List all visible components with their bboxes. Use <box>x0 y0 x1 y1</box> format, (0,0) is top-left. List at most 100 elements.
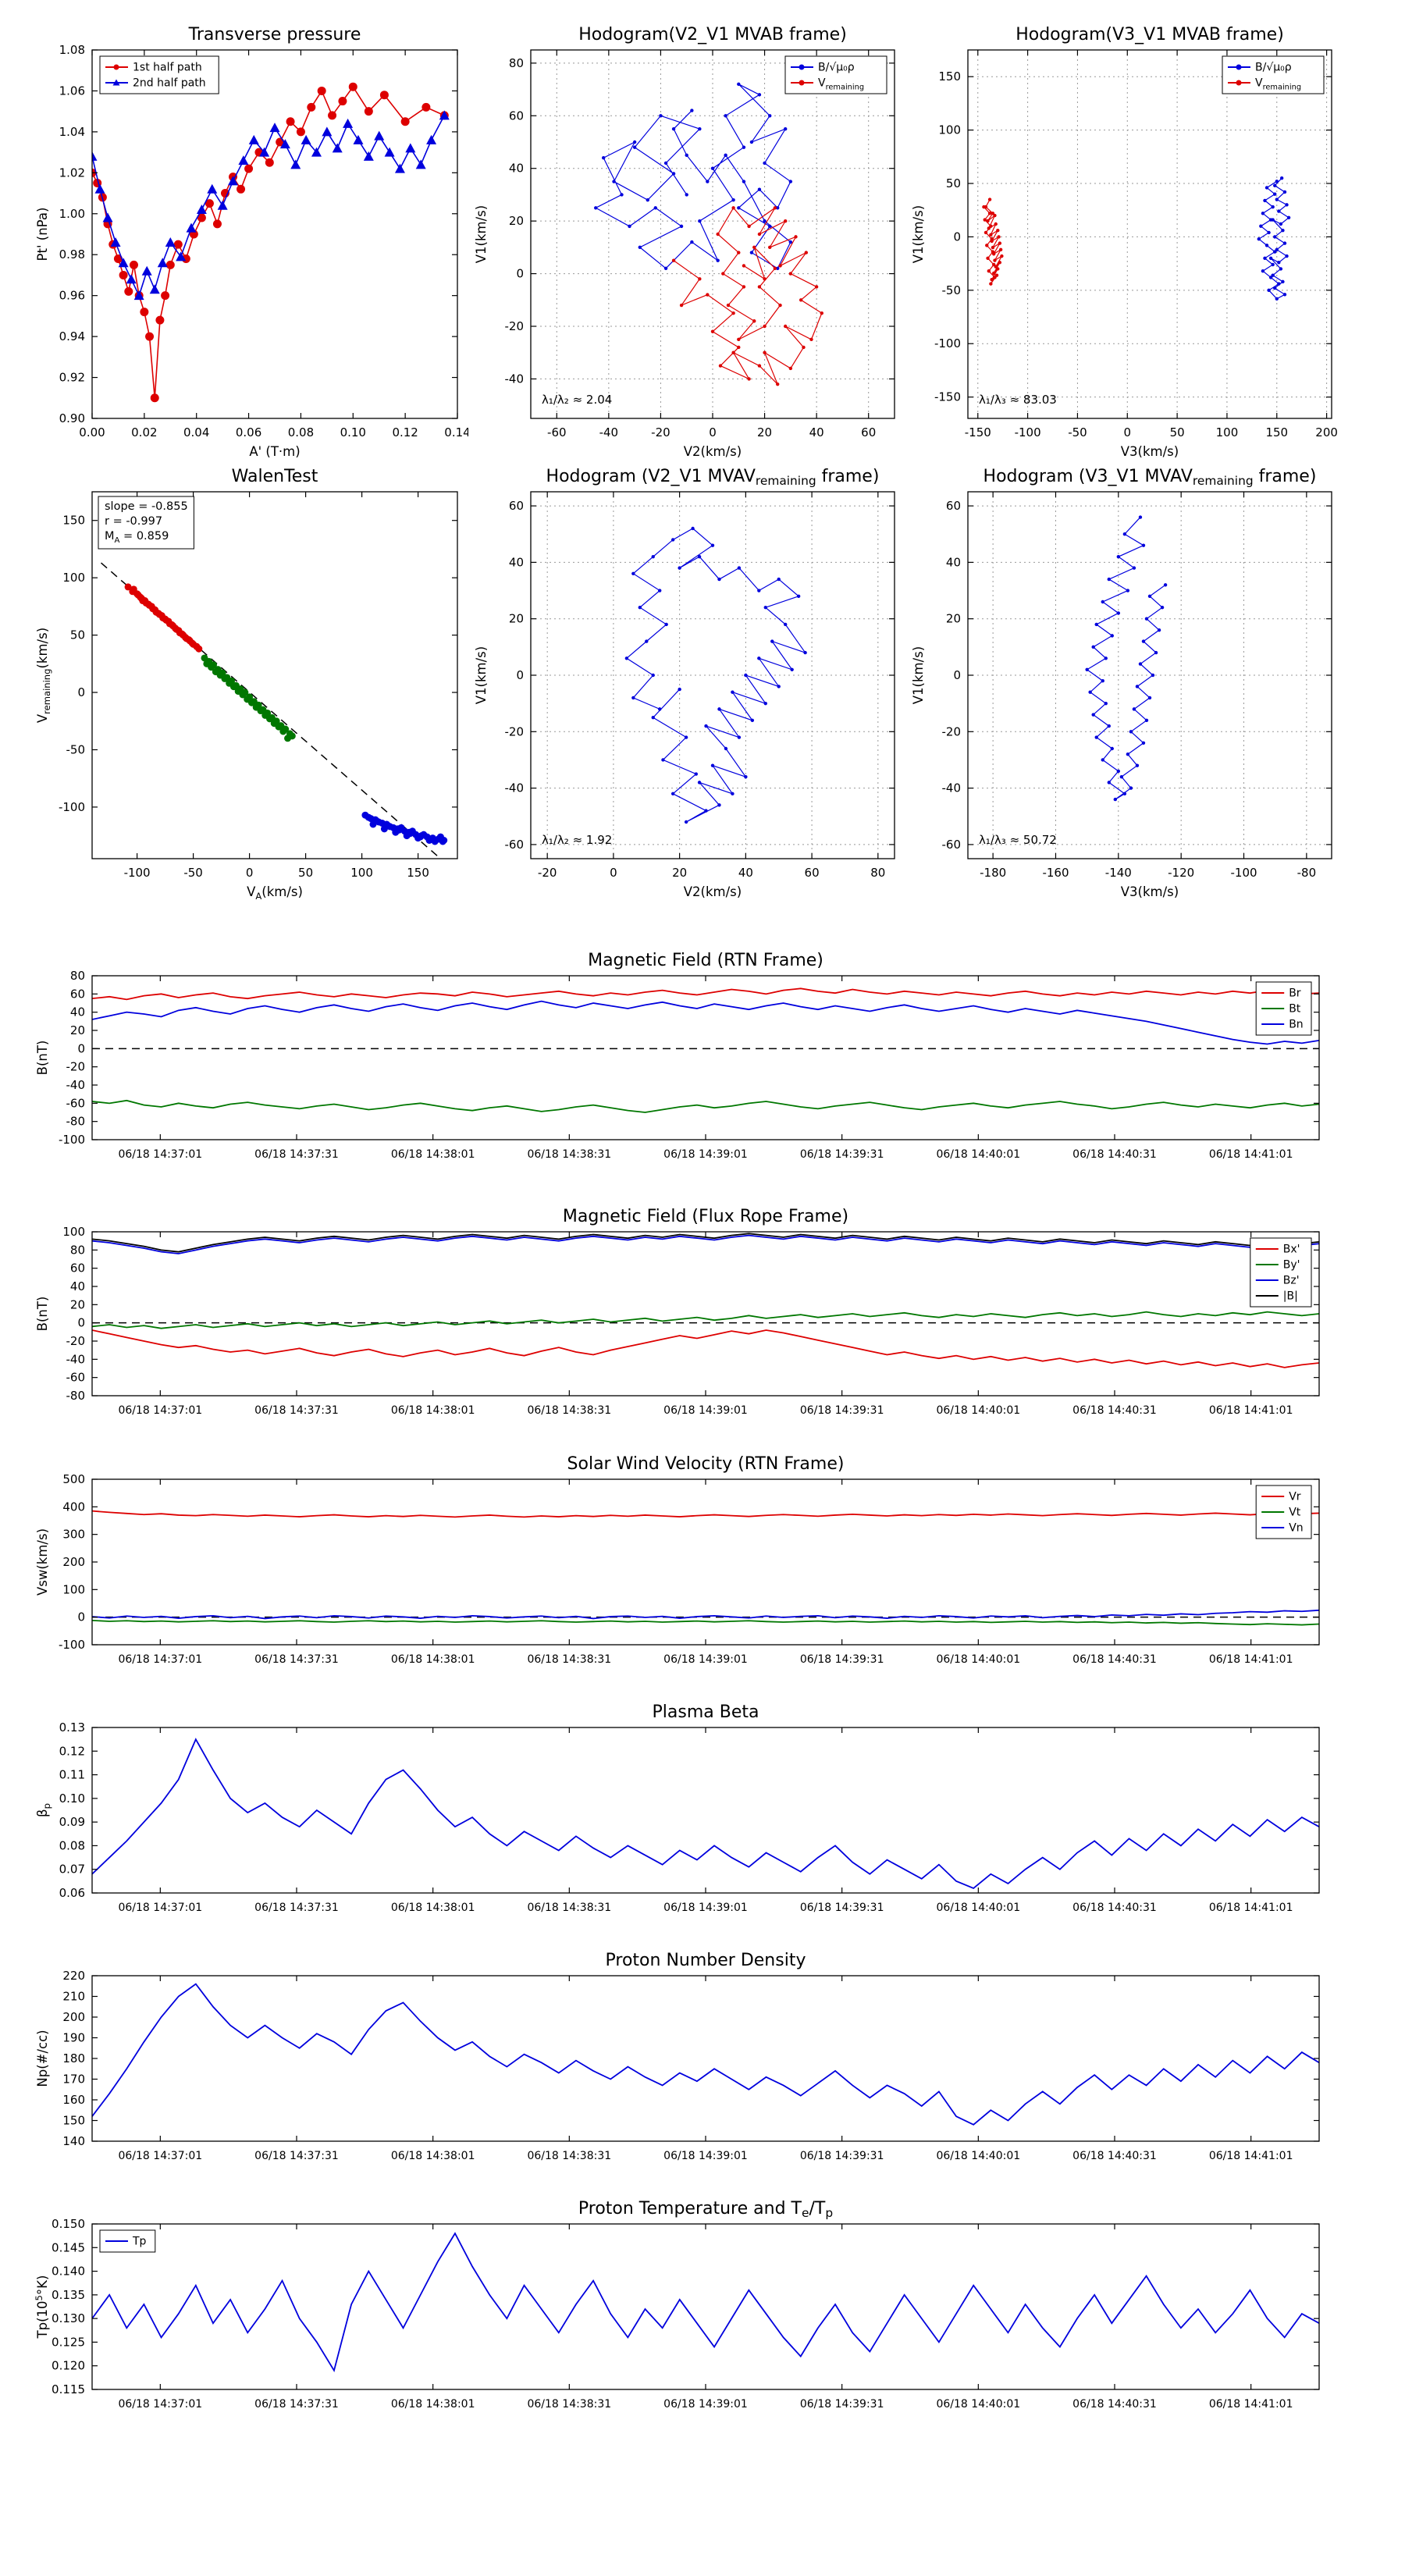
y-tick-labels: 140 150 160 170 180 190 200 210 220 <box>62 1969 85 2148</box>
chart-hodogram_v3v1_mvav: -180 -160 -140 -120 -100 -80 -60 -40 -20 0 20 40 60 H… <box>911 467 1332 899</box>
series-Tp <box>92 2232 1319 2373</box>
x-tick-label: 06/18 14:39:31 <box>800 1902 884 1914</box>
legend-label: Vr <box>1289 1491 1301 1503</box>
x-tick-label: -50 <box>1068 425 1087 439</box>
y-tick-label: 160 <box>62 2093 85 2107</box>
y-tick-label: 190 <box>62 2031 85 2045</box>
x-tick-label: 06/18 14:37:31 <box>254 1653 339 1666</box>
x-tick-label: 06/18 14:40:01 <box>936 1148 1020 1161</box>
y-tick-label: 0.125 <box>52 2335 85 2349</box>
x-tick-label: 06/18 14:40:31 <box>1072 1902 1157 1914</box>
y-tick-label: 60 <box>509 499 524 513</box>
panel-magnetic-field-rtn: 06/18 14:37:01 06/18 14:37:31 06/18 14:38:… <box>14 940 1330 1190</box>
chart-proton_density: 06/18 14:37:01 06/18 14:37:31 06/18 14:38:… <box>35 1951 1320 2162</box>
x-tick-label: 06/18 14:40:01 <box>936 2150 1020 2162</box>
x-tick-label: 06/18 14:40:31 <box>1072 1653 1157 1666</box>
chart-hodogram_v2v1_mvav: -20 0 20 40 60 80 -60 -40 -20 0 20 40 60 Hodogram (V2… <box>474 467 895 899</box>
x-tick-label: 150 <box>1265 425 1288 439</box>
stats-line: slope = -0.855 <box>105 500 188 513</box>
x-tick-label: 80 <box>870 866 885 880</box>
x-tick-labels: 06/18 14:37:01 06/18 14:37:31 06/18 14:38:… <box>118 1148 1293 1161</box>
y-axis-label: B(nT) <box>35 1297 50 1332</box>
y-tick-label: -40 <box>505 372 525 386</box>
y-tick-label: -80 <box>66 1389 86 1403</box>
x-tick-label: 06/18 14:39:01 <box>663 1404 748 1417</box>
x-tick-label: 06/18 14:39:31 <box>800 1148 884 1161</box>
y-tick-label: 40 <box>946 555 961 569</box>
x-tick-label: 06/18 14:40:01 <box>936 2398 1020 2411</box>
plot-area <box>92 1976 1319 2141</box>
x-tick-label: -20 <box>538 866 557 880</box>
y-tick-label: 150 <box>938 69 961 84</box>
legend-label: Vt <box>1289 1507 1301 1519</box>
series-Bn <box>92 1000 1319 1045</box>
chart-proton_temp: 06/18 14:37:01 06/18 14:37:31 06/18 14:38:… <box>34 2199 1320 2411</box>
x-tick-label: 0.02 <box>131 425 157 439</box>
axis-ticks <box>91 49 458 419</box>
annotation: λ₁/λ₃ ≈ 83.03 <box>979 393 1057 407</box>
panel-title: Hodogram (V2_V1 MVAVremaining frame) <box>546 467 880 488</box>
panel-title: Proton Number Density <box>606 1951 806 1970</box>
y-axis-label: Tp(105°K) <box>34 2275 50 2339</box>
y-tick-label: -60 <box>66 1096 86 1110</box>
stats-line: r = -0.997 <box>105 515 162 528</box>
annotation: λ₁/λ₃ ≈ 50.72 <box>979 833 1057 847</box>
x-tick-label: 06/18 14:41:01 <box>1209 2398 1293 2411</box>
x-tick-label: 50 <box>1170 425 1185 439</box>
series-v-path <box>671 206 823 386</box>
y-tick-label: 1.08 <box>59 43 85 57</box>
y-tick-labels: -40 -20 0 20 40 60 80 <box>505 56 525 386</box>
x-axis-label: V2(km/s) <box>684 444 742 459</box>
y-tick-label: 0 <box>77 1610 85 1624</box>
axis-ticks <box>92 1478 1319 1646</box>
x-tick-label: 0.10 <box>340 425 366 439</box>
stats-line: MA = 0.859 <box>105 530 169 545</box>
y-axis-label: βp <box>35 1803 52 1817</box>
x-tick-label: 0.04 <box>183 425 209 439</box>
y-tick-label: 170 <box>62 2073 85 2087</box>
legend-label: Bt <box>1289 1003 1301 1016</box>
x-tick-label: 06/18 14:40:31 <box>1072 2398 1157 2411</box>
x-tick-label: 0 <box>610 866 617 880</box>
chart-hodogram_v2v1_mvab: -60 -40 -20 0 20 40 60 -40 -20 0 20 40 60 80 Hodogram(… <box>474 25 895 459</box>
y-tick-label: 150 <box>62 514 85 528</box>
series-cluster-1st <box>124 583 203 653</box>
x-tick-labels: 06/18 14:37:01 06/18 14:37:31 06/18 14:38:… <box>118 1653 1293 1666</box>
legend: 1st half path 2nd half path <box>99 55 219 94</box>
y-tick-label: 0.130 <box>52 2311 85 2325</box>
x-tick-label: 06/18 14:40:31 <box>1072 1148 1157 1161</box>
x-tick-label: -40 <box>599 425 619 439</box>
legend-label: 2nd half path <box>133 77 206 90</box>
plot-area <box>92 976 1319 1140</box>
y-tick-labels: -100 -80 -60 -40 -20 0 20 40 60 80 <box>59 969 85 1147</box>
y-tick-label: 0 <box>77 1041 85 1055</box>
y-tick-label: -60 <box>505 838 525 852</box>
y-tick-label: -20 <box>505 319 525 333</box>
y-tick-label: 60 <box>70 1261 85 1276</box>
y-tick-labels: -100 -50 0 50 100 150 <box>59 514 85 814</box>
y-tick-label: -150 <box>934 390 961 404</box>
y-tick-label: 100 <box>938 123 961 137</box>
x-tick-label: 0.08 <box>288 425 314 439</box>
y-tick-label: -40 <box>942 781 962 795</box>
legend-label: Br <box>1289 987 1301 1000</box>
y-tick-label: 220 <box>62 1969 85 1983</box>
x-tick-label: 0.06 <box>236 425 261 439</box>
legend: Vr Vt Vn <box>1255 1485 1312 1539</box>
series-v-path <box>624 526 807 824</box>
y-tick-label: -60 <box>942 838 962 852</box>
x-tick-label: 06/18 14:39:01 <box>663 1653 748 1666</box>
axis-ticks <box>92 975 1319 1140</box>
chart-mag_fluxrope: 06/18 14:37:01 06/18 14:37:31 06/18 14:38:… <box>35 1207 1320 1417</box>
x-tick-label: 150 <box>407 866 429 880</box>
x-tick-label: 06/18 14:41:01 <box>1209 1653 1293 1666</box>
x-tick-label: 06/18 14:41:01 <box>1209 1404 1293 1417</box>
axis-ticks <box>531 492 895 859</box>
y-tick-labels: 0.06 0.07 0.08 0.09 0.10 0.11 0.12 0.13 <box>59 1720 85 1900</box>
chart-velocity_rtn: 06/18 14:37:01 06/18 14:37:31 06/18 14:38:… <box>35 1454 1320 1666</box>
y-tick-label: 20 <box>946 612 961 626</box>
x-tick-label: 06/18 14:38:01 <box>391 1404 475 1417</box>
series-beta <box>92 1738 1319 1889</box>
x-tick-label: 0 <box>246 866 254 880</box>
